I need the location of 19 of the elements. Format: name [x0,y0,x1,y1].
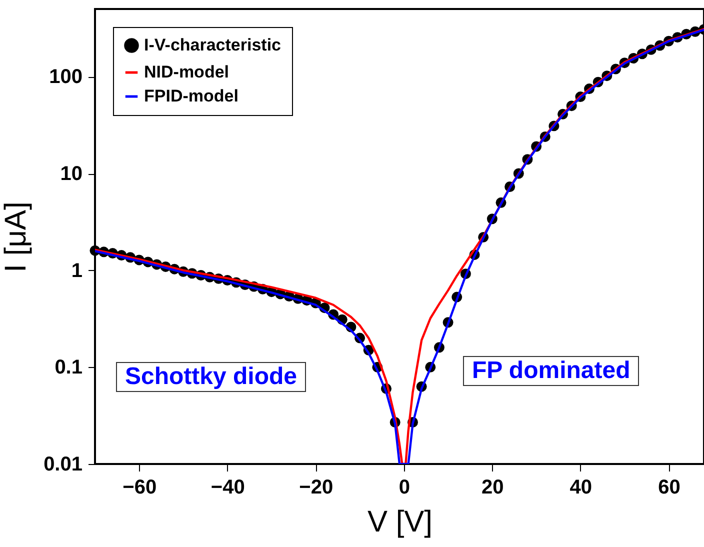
x-tick-label: −60 [122,476,157,498]
y-tick-label: 0.01 [44,454,82,476]
annotation: Schottky diode [116,362,306,392]
y-axis-title: I [μA] [0,202,33,272]
x-tick-label: 0 [398,476,410,498]
y-tick-label: 1 [71,260,82,282]
legend-label: FPID-model [144,86,238,106]
x-axis-title: V [V] [367,506,433,538]
x-tick-label: −40 [210,476,245,498]
x-tick-label: 40 [570,476,592,498]
annotation: FP dominated [463,356,640,386]
x-tick-label: 60 [658,476,680,498]
y-tick-label: 100 [49,66,82,88]
y-tick-label: 10 [60,163,82,186]
y-tick-label: 0.1 [54,356,82,379]
x-tick-label: −20 [299,476,334,498]
x-tick-label: 20 [482,476,504,498]
legend-label: NID-model [144,62,229,82]
legend-label: I-V-characteristic [144,36,282,54]
